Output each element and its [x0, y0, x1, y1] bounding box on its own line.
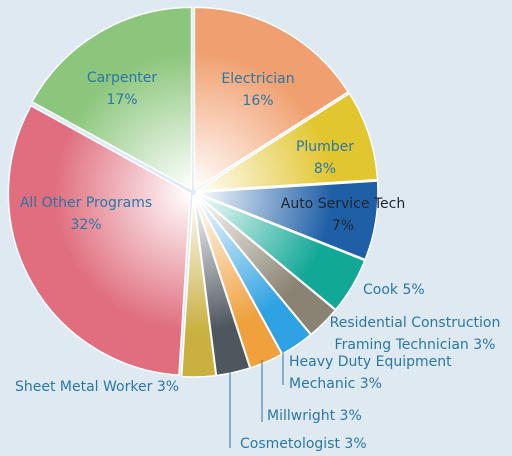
- value-label: 8%: [313, 161, 337, 177]
- value-label: 3%: [156, 379, 180, 395]
- category-name: Sheet Metal Worker: [15, 379, 153, 395]
- value-label: 3%: [359, 376, 382, 392]
- pie-slice: [193, 6, 350, 191]
- pie-slice: [195, 192, 366, 311]
- slice-label: Sheet Metal Worker 3%: [15, 376, 179, 398]
- slice-label: Carpenter 17%: [87, 67, 157, 111]
- value-label: 3%: [339, 408, 362, 424]
- slice-label: Cosmetologist 3%: [240, 433, 367, 455]
- category-name: Electrician: [221, 71, 295, 87]
- category-name: Cook: [363, 282, 399, 298]
- category-name: Cosmetologist: [240, 436, 340, 452]
- pie-slice: [195, 92, 379, 192]
- pie-slice: [180, 194, 217, 378]
- value-label: 3%: [473, 337, 496, 353]
- slice-label: Millwright 3%: [267, 405, 362, 427]
- pie-slice: [195, 180, 379, 261]
- slice-label: Auto Service Tech 7%: [281, 193, 406, 237]
- category-name: Heavy Duty Equipment Mechanic: [289, 354, 452, 392]
- category-name: Millwright: [267, 408, 336, 424]
- category-name: Residential Construction Framing Technic…: [329, 315, 501, 353]
- value-label: 32%: [70, 217, 102, 233]
- value-label: 7%: [331, 218, 355, 234]
- category-name: Auto Service Tech: [280, 196, 406, 212]
- slice-label: All Other Programs 32%: [20, 192, 152, 236]
- value-label: 16%: [242, 93, 274, 109]
- slice-label: Cook 5%: [363, 279, 425, 301]
- slice-label: Heavy Duty Equipment Mechanic 3%: [289, 351, 499, 395]
- slice-label: Plumber 8%: [296, 136, 354, 180]
- value-label: 5%: [402, 282, 425, 298]
- category-name: All Other Programs: [19, 195, 153, 211]
- slice-label: Residential Construction Framing Technic…: [319, 312, 511, 356]
- pie-slice: [7, 104, 192, 376]
- category-name: Plumber: [295, 139, 355, 155]
- slice-label: Electrician 16%: [221, 68, 294, 112]
- value-label: 17%: [106, 92, 138, 108]
- value-label: 3%: [344, 436, 367, 452]
- category-name: Carpenter: [86, 70, 158, 86]
- pie-slice: [30, 6, 193, 191]
